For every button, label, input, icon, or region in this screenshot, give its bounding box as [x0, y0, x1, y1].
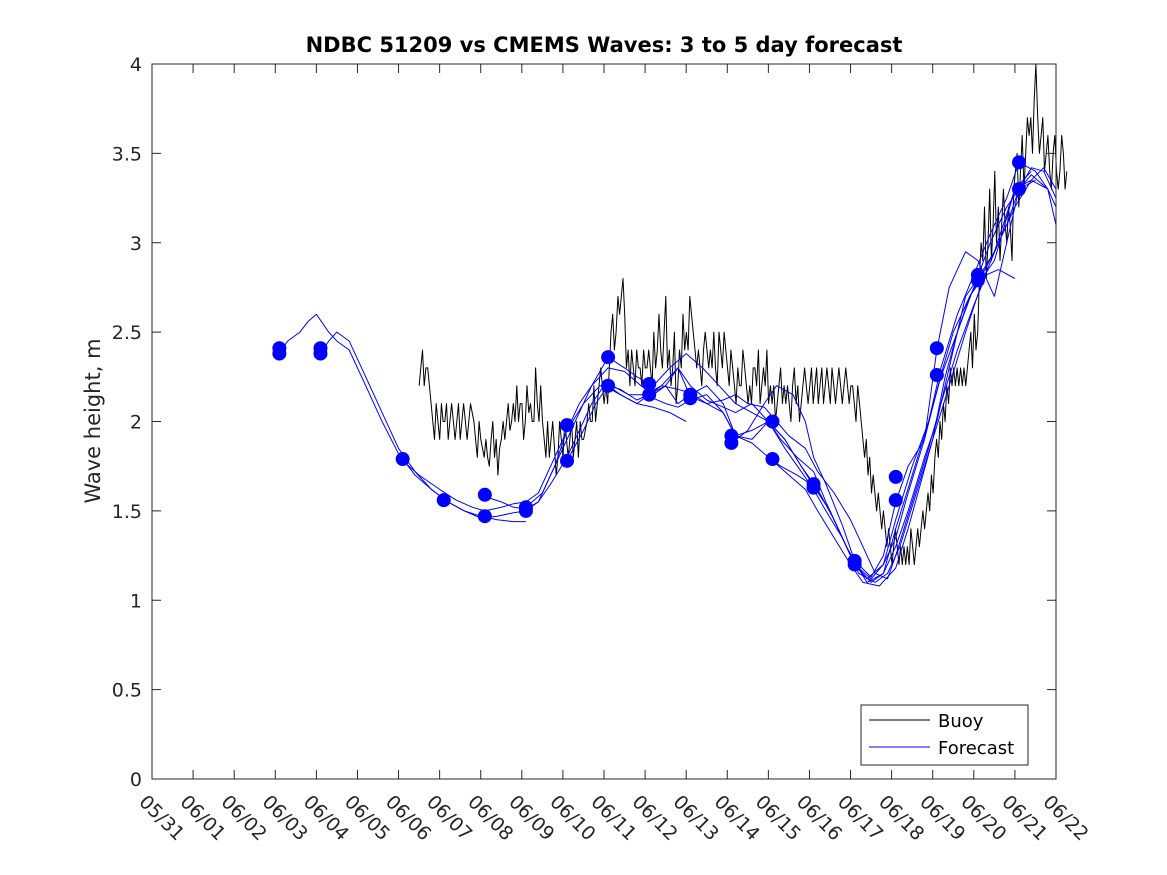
- forecast-marker: [436, 493, 451, 508]
- forecast-marker: [477, 487, 492, 502]
- plot-frame: [151, 63, 1057, 780]
- x-tick-label: 06/15: [751, 791, 805, 845]
- forecast-line: [649, 179, 1049, 583]
- forecast-marker: [929, 368, 944, 383]
- x-tick-label: 06/12: [628, 791, 682, 845]
- forecast-marker: [806, 480, 821, 495]
- x-tick-label: 06/05: [340, 791, 394, 845]
- x-tick-label: 06/07: [422, 791, 476, 845]
- forecast-marker: [724, 435, 739, 450]
- forecast-marker: [313, 346, 328, 361]
- y-tick-label: 3.5: [112, 143, 142, 165]
- legend: Buoy Forecast: [860, 704, 1029, 766]
- forecast-marker: [765, 452, 780, 467]
- chart-title: NDBC 51209 vs CMEMS Waves: 3 to 5 day fo…: [306, 33, 903, 57]
- x-tick-label: 06/14: [710, 791, 764, 845]
- plot-lines: [278, 63, 1068, 587]
- forecast-marker: [765, 414, 780, 429]
- x-tick-label: 06/13: [669, 791, 723, 845]
- x-tick-label: 06/20: [956, 791, 1010, 845]
- x-tick-label: 06/16: [792, 791, 846, 845]
- y-axis-label: Wave height, m: [81, 338, 105, 503]
- x-tick-label: 06/08: [463, 791, 517, 845]
- forecast-line: [566, 269, 1016, 580]
- x-tick-label: 06/10: [545, 791, 599, 845]
- x-tick-label: 05/31: [134, 791, 188, 845]
- y-tick-label: 2.5: [112, 322, 142, 344]
- forecast-marker: [272, 346, 287, 361]
- x-tick-label: 06/06: [381, 791, 435, 845]
- y-tick-label: 0: [130, 769, 142, 791]
- buoy-line: [418, 63, 1068, 565]
- x-tick-label: 06/02: [217, 791, 271, 845]
- x-tick-label: 06/19: [915, 791, 969, 845]
- x-tick-label: 06/04: [299, 791, 353, 845]
- forecast-marker: [888, 493, 903, 508]
- forecast-marker: [601, 378, 616, 393]
- legend-forecast-label: Forecast: [938, 738, 1014, 759]
- y-tick-label: 2: [130, 412, 142, 434]
- x-tick-label: 06/11: [586, 791, 640, 845]
- forecast-line: [772, 167, 1057, 587]
- forecast-marker: [560, 453, 575, 468]
- legend-buoy-label: Buoy: [938, 711, 984, 732]
- x-tick-label: 06/22: [1038, 791, 1092, 845]
- forecast-line: [607, 170, 1032, 580]
- forecast-marker: [929, 341, 944, 356]
- plot-markers: [272, 155, 1027, 572]
- y-tick-label: 1: [130, 590, 142, 612]
- forecast-marker: [1012, 155, 1027, 170]
- forecast-marker: [642, 387, 657, 402]
- forecast-marker: [601, 350, 616, 365]
- forecast-marker: [477, 509, 492, 524]
- forecast-line: [484, 161, 1057, 583]
- forecast-marker: [560, 418, 575, 433]
- forecast-marker: [1012, 182, 1027, 197]
- y-tick-label: 4: [130, 54, 142, 76]
- forecast-marker: [970, 273, 985, 288]
- x-tick-label: 06/01: [176, 791, 230, 845]
- forecast-marker: [847, 557, 862, 572]
- legend-box: [860, 704, 1029, 766]
- x-tick-label: 06/09: [504, 791, 558, 845]
- y-tick-label: 0.5: [112, 680, 142, 702]
- forecast-marker: [683, 391, 698, 406]
- forecast-marker: [518, 503, 533, 518]
- forecast-marker: [888, 469, 903, 484]
- x-tick-label: 06/17: [833, 791, 887, 845]
- forecast-line: [731, 179, 1036, 578]
- x-tick-label: 06/21: [997, 791, 1051, 845]
- y-tick-label: 1.5: [112, 501, 142, 523]
- forecast-line: [525, 167, 1057, 583]
- y-tick-label: 3: [130, 233, 142, 255]
- forecast-marker: [395, 452, 410, 467]
- x-tick-label: 06/18: [874, 791, 928, 845]
- x-tick-label: 06/03: [258, 791, 312, 845]
